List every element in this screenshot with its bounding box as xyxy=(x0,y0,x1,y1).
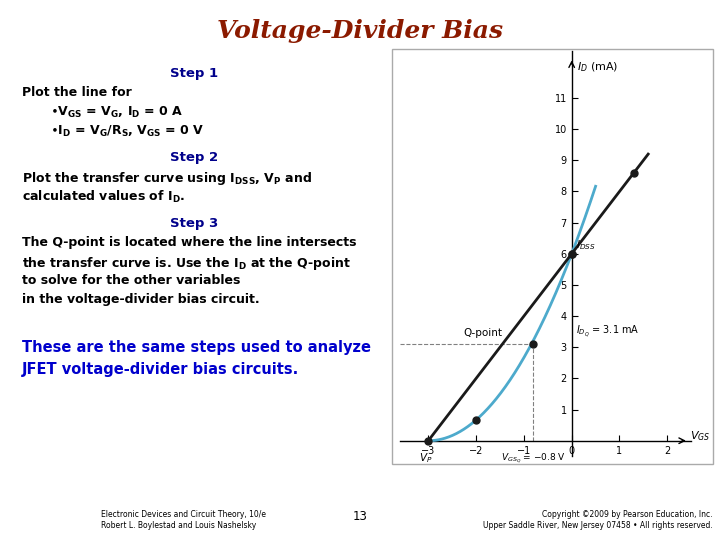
Text: $V_P$: $V_P$ xyxy=(419,451,433,465)
Text: Step 1: Step 1 xyxy=(171,68,218,80)
Text: The Q-point is located where the line intersects: The Q-point is located where the line in… xyxy=(22,236,356,249)
Text: $I_{D_Q}$ = 3.1 mA: $I_{D_Q}$ = 3.1 mA xyxy=(577,324,640,340)
Text: PEARSON: PEARSON xyxy=(17,509,73,519)
Text: Q-point: Q-point xyxy=(464,328,503,338)
Text: $I_D$ (mA): $I_D$ (mA) xyxy=(577,60,618,73)
Text: Plot the transfer curve using I$_{\mathregular{DSS}}$, V$_{\mathregular{P}}$ and: Plot the transfer curve using I$_{\mathr… xyxy=(22,170,312,187)
Text: 13: 13 xyxy=(353,510,367,523)
Text: $V_{GS}$: $V_{GS}$ xyxy=(690,429,711,443)
Text: Step 2: Step 2 xyxy=(171,151,218,164)
Text: calculated values of I$_{\mathregular{D}}$.: calculated values of I$_{\mathregular{D}… xyxy=(22,189,185,205)
Text: to solve for the other variables: to solve for the other variables xyxy=(22,274,240,287)
Text: in the voltage-divider bias circuit.: in the voltage-divider bias circuit. xyxy=(22,293,259,306)
Text: Step 3: Step 3 xyxy=(170,217,219,230)
Text: the transfer curve is. Use the I$_{\mathregular{D}}$ at the Q-point: the transfer curve is. Use the I$_{\math… xyxy=(22,255,351,272)
Text: $V_{GS_Q}$ = $-$0.8 V: $V_{GS_Q}$ = $-$0.8 V xyxy=(501,451,566,465)
Text: Electronic Devices and Circuit Theory, 10/e
Robert L. Boylestad and Louis Nashel: Electronic Devices and Circuit Theory, 1… xyxy=(101,510,266,530)
Text: $I_{DSS}$: $I_{DSS}$ xyxy=(577,239,596,252)
Text: Plot the line for: Plot the line for xyxy=(22,86,131,99)
Text: Voltage-Divider Bias: Voltage-Divider Bias xyxy=(217,19,503,43)
Text: These are the same steps used to analyze: These are the same steps used to analyze xyxy=(22,340,371,355)
Text: $\bullet$V$_{\mathregular{GS}}$ = V$_{\mathregular{G}}$, I$_{\mathregular{D}}$ =: $\bullet$V$_{\mathregular{GS}}$ = V$_{\m… xyxy=(50,105,184,120)
Text: JFET voltage-divider bias circuits.: JFET voltage-divider bias circuits. xyxy=(22,362,299,377)
Text: $\bullet$I$_{\mathregular{D}}$ = V$_{\mathregular{G}}$/R$_{\mathregular{S}}$, V$: $\bullet$I$_{\mathregular{D}}$ = V$_{\ma… xyxy=(50,124,204,139)
Text: Copyright ©2009 by Pearson Education, Inc.
Upper Saddle River, New Jersey 07458 : Copyright ©2009 by Pearson Education, In… xyxy=(483,510,713,530)
